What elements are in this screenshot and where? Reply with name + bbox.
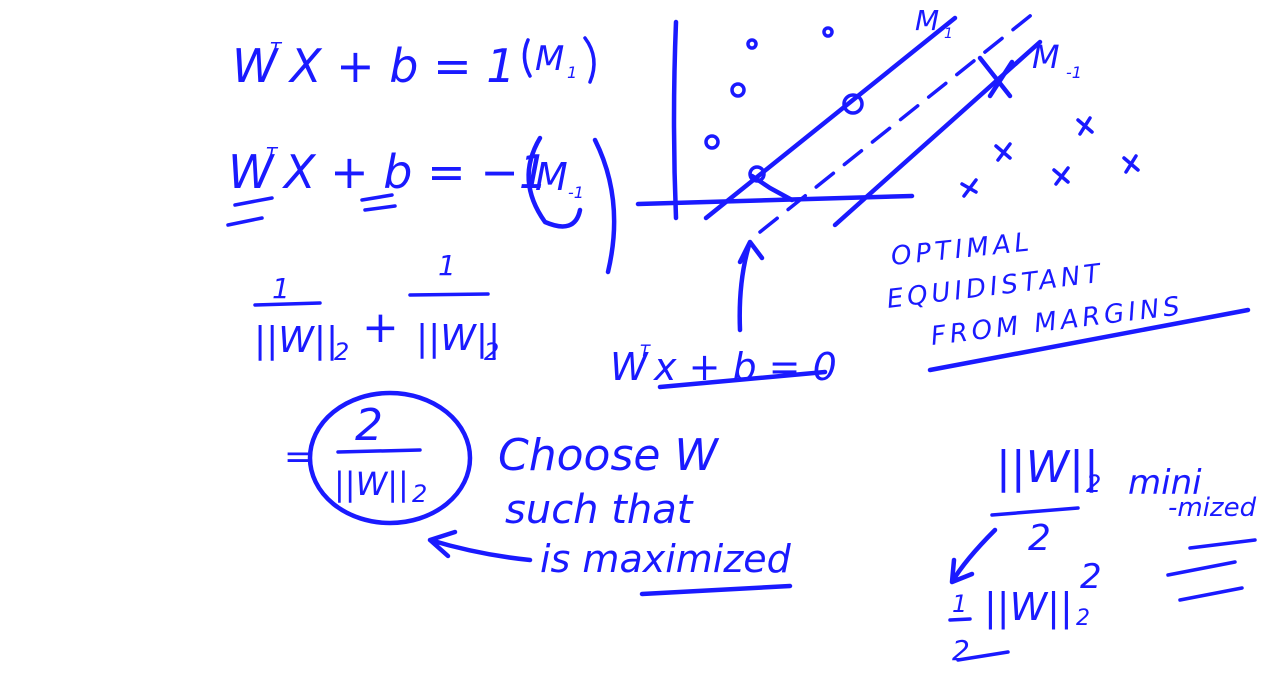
result-num: 2	[355, 400, 383, 451]
boundary-equation: W T x + b = 0	[610, 239, 837, 390]
half-pow: 2	[1080, 557, 1102, 597]
half-norm-squared: 1 2 ||W|| 2 2	[948, 557, 1102, 667]
min-bar	[990, 506, 1080, 517]
margin-line-m-1	[832, 39, 1043, 228]
min-sub: 2	[1086, 470, 1101, 498]
choose-line3: is maximized	[540, 537, 792, 581]
half-den-underline	[956, 650, 1010, 662]
min-word1: mini	[1128, 463, 1202, 503]
result-sub: 2	[412, 480, 427, 508]
eq2-tag: M	[535, 155, 568, 199]
eq1-tag: M	[535, 39, 564, 79]
eq2-rest: X + b = −1	[282, 145, 548, 199]
maximized-underline	[639, 583, 793, 597]
boundary-rest: x + b = 0	[653, 345, 837, 389]
half-norm: ||W||	[984, 585, 1073, 630]
eq2-circle	[526, 135, 583, 229]
point-cross	[960, 178, 978, 198]
label-m-1: M	[1032, 38, 1060, 76]
eq2-transpose: T	[266, 144, 279, 165]
label-m1: M	[915, 4, 939, 37]
margin-tick	[749, 173, 795, 203]
arrow-to-half	[949, 527, 998, 585]
result-equals: =	[284, 437, 313, 477]
half-num: 1	[952, 590, 967, 618]
eq1-transpose: T	[270, 39, 283, 60]
x-axis	[635, 193, 915, 207]
eq2-paren-right	[592, 137, 617, 275]
arrow-to-result	[427, 529, 533, 563]
eq1-w: W	[232, 39, 279, 93]
half-den: 2	[952, 634, 970, 667]
margin-width-result: = 2 ||W|| 2	[284, 390, 473, 526]
eq2-underline-b	[360, 193, 397, 212]
equation-margin-positive: W T X + b = 1 M 1	[232, 36, 596, 93]
frac2-sub: 2	[484, 338, 499, 366]
boundary-transpose: T	[640, 341, 651, 360]
point-circle	[704, 134, 720, 150]
choose-line2: such that	[505, 487, 694, 533]
eq1-rest: X + b = 1	[288, 39, 516, 93]
minimize-note: ||W|| 2 2 mini -mized	[949, 442, 1257, 602]
min-underlines	[1166, 538, 1257, 602]
plus-sign: +	[362, 302, 399, 353]
frac2-bar	[408, 292, 490, 297]
point-circle	[730, 82, 746, 98]
decision-boundary-dashed	[758, 6, 1042, 234]
eq2-w: W	[228, 145, 275, 199]
frac1-den: ||W||	[254, 320, 338, 361]
half-sub: 2	[1076, 606, 1090, 631]
point-circle	[822, 26, 834, 38]
boundary-underline	[657, 369, 828, 390]
min-num: ||W||	[996, 442, 1099, 493]
frac1-sub: 2	[334, 338, 349, 366]
label-m-1-sub: -1	[1066, 63, 1082, 82]
result-circle	[307, 390, 473, 526]
optimal-line1: OPTIMAL	[890, 227, 1035, 272]
point-cross	[1076, 116, 1094, 136]
optimal-note: OPTIMAL EQUIDISTANT FROM MARGINS	[885, 227, 1251, 373]
frac2-num: 1	[438, 249, 456, 282]
eq2-underline-w	[226, 196, 274, 227]
min-den: 2	[1028, 518, 1051, 559]
point-circle	[746, 38, 758, 50]
choose-w-note: Choose W such that is maximized	[427, 430, 793, 597]
result-bar	[336, 448, 422, 454]
point-cross	[994, 142, 1012, 162]
margin-line-m1	[703, 15, 958, 221]
frac1-bar	[253, 301, 322, 307]
frac1-num: 1	[272, 272, 290, 305]
point-cross	[1052, 166, 1070, 186]
eq1-paren-right	[583, 36, 596, 84]
margin-sum: 1 ||W|| 2 + 1 ||W|| 2	[253, 249, 500, 366]
half-bar	[948, 617, 972, 622]
boundary-w: W	[610, 345, 649, 389]
svm-plot: M 1 M -1	[635, 4, 1140, 234]
arrow-to-boundary	[737, 239, 765, 333]
y-axis	[671, 19, 679, 221]
class-crosses	[960, 55, 1140, 198]
min-word2: -mized	[1168, 493, 1257, 523]
equation-margin-negative: W T X + b = −1 M -1	[226, 135, 617, 275]
eq1-paren-left	[522, 38, 532, 78]
optimal-underline	[927, 307, 1251, 373]
eq2-tag-sub: -1	[568, 183, 584, 202]
label-m1-sub: 1	[944, 26, 953, 42]
support-vector-circle	[842, 93, 864, 115]
point-cross	[1122, 154, 1140, 174]
choose-line1: Choose W	[498, 430, 719, 481]
result-den: ||W||	[334, 465, 409, 503]
frac2-den: ||W||	[416, 318, 500, 359]
eq1-tag-sub: 1	[567, 63, 577, 82]
